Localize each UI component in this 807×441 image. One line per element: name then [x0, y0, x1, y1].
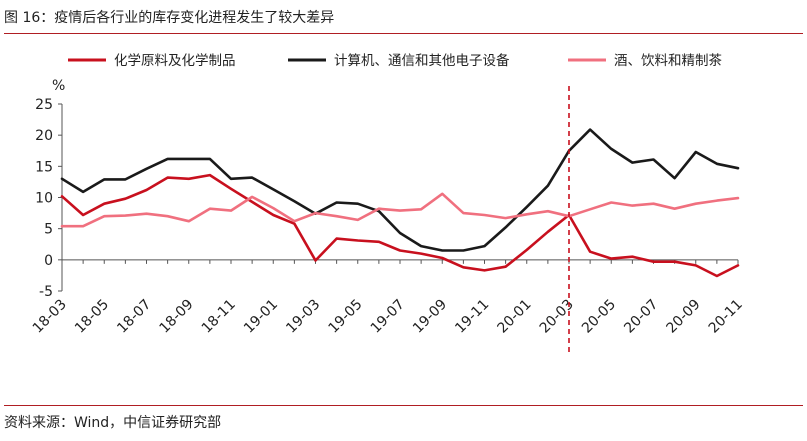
x-tick-label: 19-01 [241, 297, 281, 337]
legend-label: 计算机、通信和其他电子设备 [334, 52, 510, 69]
x-tick-label: 20-01 [494, 297, 534, 337]
y-tick-label: 15 [35, 159, 53, 175]
x-tick-label: 19-11 [452, 297, 492, 337]
x-tick-label: 19-07 [368, 297, 408, 337]
y-axis: 25 20 15 10 5 0 -5 [35, 97, 63, 300]
y-tick-label: 20 [35, 128, 53, 144]
x-tick-label: 20-11 [706, 297, 746, 337]
x-tick-label: 20-05 [579, 297, 619, 337]
y-tick-label: 25 [35, 97, 53, 113]
x-tick-label: 20-09 [663, 297, 703, 337]
y-axis-unit: % [52, 78, 65, 94]
x-tick-label: 19-09 [410, 297, 450, 337]
x-tick-label: 18-07 [114, 297, 154, 337]
x-axis: 18-03 18-05 18-07 18-09 18-11 19-01 19-03 19-05… [30, 259, 746, 337]
x-tick-label: 20-07 [621, 297, 661, 337]
x-tick-label: 18-05 [72, 297, 112, 337]
x-tick-label: 18-11 [199, 297, 239, 337]
source-note: 资料来源：Wind，中信证券研究部 [4, 415, 222, 431]
figure-title: 图 16：疫情后各行业的库存变化进程发生了较大差异 [4, 10, 335, 26]
legend-label: 酒、饮料和精制茶 [614, 53, 722, 69]
x-tick-label: 18-03 [30, 297, 70, 337]
series-group [60, 128, 740, 278]
y-tick-label: -5 [39, 284, 53, 300]
y-tick-label: 10 [35, 191, 53, 207]
x-tick-label: 19-05 [325, 297, 365, 337]
x-tick-label: 20-03 [537, 297, 577, 337]
y-tick-label: 0 [44, 253, 53, 269]
series-line-3 [60, 192, 740, 228]
line-chart: 化学原料及化学制品 计算机、通信和其他电子设备 酒、饮料和精制茶 % 25 20 15 1… [30, 52, 746, 352]
y-tick-label: 5 [44, 222, 53, 238]
title-divider [4, 33, 803, 34]
x-tick-label: 18-09 [156, 297, 196, 337]
legend-label: 化学原料及化学制品 [114, 53, 236, 69]
x-tick-label: 19-03 [283, 297, 323, 337]
source-divider [4, 405, 803, 406]
series-line-2 [60, 128, 740, 252]
series-line-1 [60, 173, 740, 278]
legend: 化学原料及化学制品 计算机、通信和其他电子设备 酒、饮料和精制茶 [68, 52, 722, 69]
